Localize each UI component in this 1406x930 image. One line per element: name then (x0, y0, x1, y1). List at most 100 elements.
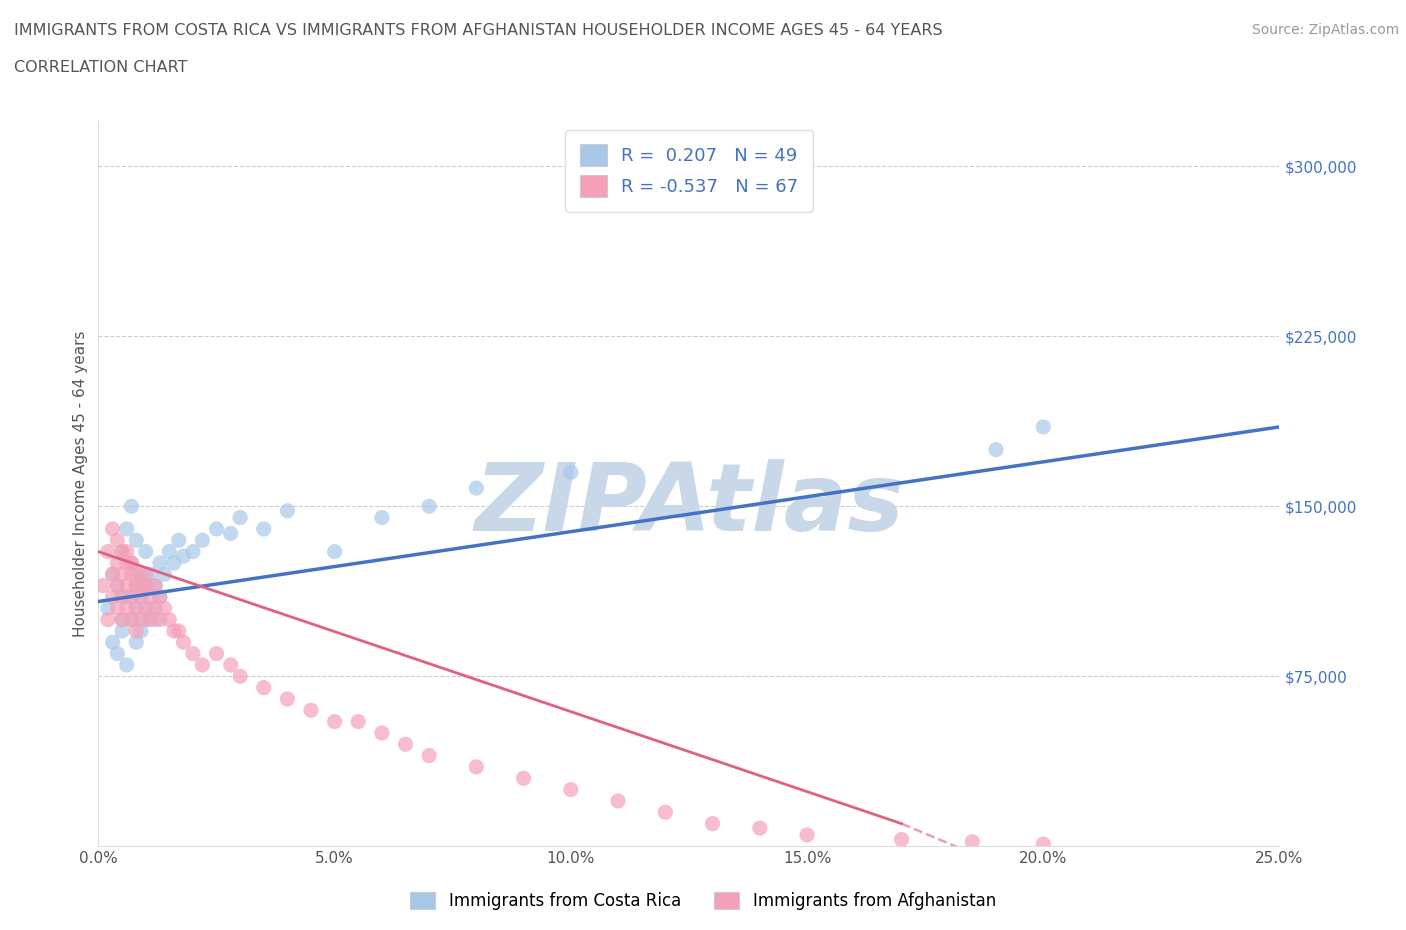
Text: CORRELATION CHART: CORRELATION CHART (14, 60, 187, 75)
Point (167, 533, 190, 548)
Point (125, 578, 148, 593)
Point (121, 612, 143, 627)
Point (121, 566, 143, 582)
Point (153, 566, 176, 582)
Point (101, 566, 124, 582)
Point (97, 601, 120, 616)
Point (205, 522, 228, 537)
Point (111, 590, 134, 604)
Point (163, 623, 186, 638)
Point (121, 555, 143, 570)
Point (748, 821, 770, 836)
Point (115, 555, 138, 570)
Point (299, 703, 322, 718)
Point (253, 680, 276, 695)
Point (219, 526, 242, 541)
Point (371, 511, 394, 525)
Point (167, 623, 190, 638)
Point (418, 748, 440, 763)
Point (101, 590, 124, 604)
Point (111, 544, 134, 559)
Text: Source: ZipAtlas.com: Source: ZipAtlas.com (1251, 23, 1399, 37)
Point (347, 714, 370, 729)
Point (143, 601, 166, 616)
Point (157, 612, 180, 627)
Legend: R =  0.207   N = 49, R = -0.537   N = 67: R = 0.207 N = 49, R = -0.537 N = 67 (565, 130, 813, 212)
Point (97, 612, 120, 627)
Point (149, 590, 172, 604)
Point (149, 590, 172, 604)
Point (97, 544, 120, 559)
Point (702, 817, 724, 831)
Point (115, 590, 138, 604)
Point (111, 566, 134, 582)
Point (560, 782, 582, 797)
Point (125, 533, 148, 548)
Point (139, 566, 162, 582)
Point (205, 646, 228, 661)
Point (219, 658, 242, 672)
Point (129, 590, 152, 604)
Point (139, 612, 162, 627)
Point (105, 533, 128, 548)
Point (984, 442, 1007, 457)
Point (121, 555, 143, 570)
Point (111, 612, 134, 627)
Point (512, 771, 534, 786)
Point (143, 578, 166, 593)
Point (129, 612, 152, 627)
Point (418, 498, 440, 513)
Point (394, 737, 416, 751)
Point (143, 578, 166, 593)
Point (172, 549, 194, 564)
Point (115, 544, 138, 559)
Point (149, 555, 172, 570)
Point (115, 578, 138, 593)
Point (149, 612, 172, 627)
Point (135, 578, 157, 593)
Point (121, 590, 143, 604)
Point (101, 522, 124, 537)
Point (191, 658, 214, 672)
Point (135, 544, 157, 559)
Point (143, 612, 166, 627)
Point (129, 590, 152, 604)
Point (323, 544, 346, 559)
Point (101, 566, 124, 582)
Point (1032, 419, 1054, 434)
Point (125, 566, 148, 582)
Y-axis label: Householder Income Ages 45 - 64 years: Householder Income Ages 45 - 64 years (73, 330, 89, 637)
Point (163, 555, 186, 570)
Point (962, 834, 984, 849)
Point (1032, 837, 1054, 852)
Legend: Immigrants from Costa Rica, Immigrants from Afghanistan: Immigrants from Costa Rica, Immigrants f… (404, 885, 1002, 917)
Point (139, 601, 162, 616)
Point (121, 498, 143, 513)
Point (607, 793, 630, 808)
Point (129, 623, 152, 638)
Point (101, 635, 124, 650)
Point (560, 465, 582, 480)
Point (229, 511, 252, 525)
Point (139, 590, 162, 604)
Point (115, 522, 138, 537)
Point (276, 692, 298, 707)
Point (111, 544, 134, 559)
Point (191, 533, 214, 548)
Point (121, 612, 143, 627)
Point (115, 601, 138, 616)
Point (172, 635, 194, 650)
Point (111, 612, 134, 627)
Point (105, 646, 128, 661)
Point (125, 601, 148, 616)
Point (181, 646, 204, 661)
Point (135, 612, 157, 627)
Point (890, 832, 912, 847)
Point (153, 601, 176, 616)
Point (125, 635, 148, 650)
Point (105, 578, 128, 593)
Point (135, 566, 157, 582)
Point (371, 725, 394, 740)
Text: ZIPAtlas: ZIPAtlas (474, 459, 904, 551)
Point (465, 760, 488, 775)
